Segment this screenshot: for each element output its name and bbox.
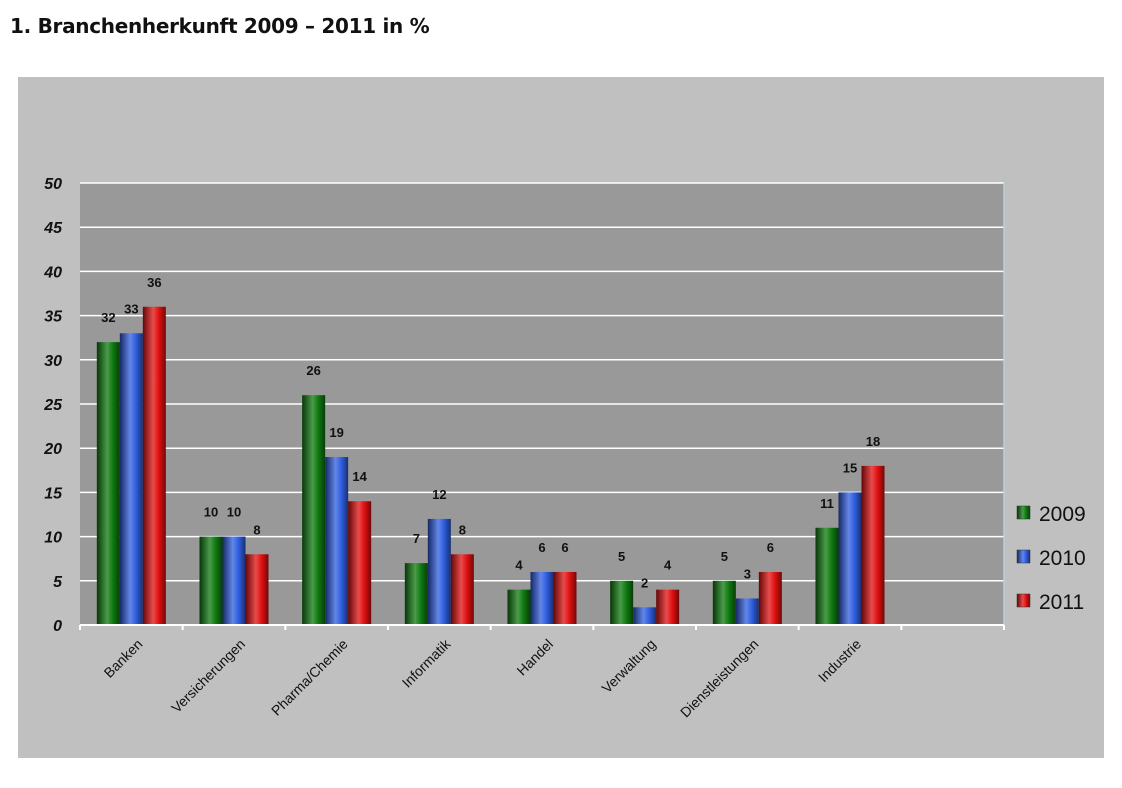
legend-label: 2010 xyxy=(1039,547,1086,570)
x-tick-label: Informatik xyxy=(399,635,454,690)
data-label: 6 xyxy=(561,540,568,555)
bar xyxy=(325,457,349,625)
x-tick-label: Banken xyxy=(101,636,146,681)
data-label: 26 xyxy=(306,363,320,378)
bar xyxy=(507,589,531,625)
y-tick-label: 50 xyxy=(44,176,62,193)
legend-swatch xyxy=(1016,549,1031,564)
data-label: 2 xyxy=(641,575,648,590)
page-title: 1. Branchenherkunft 2009 – 2011 in % xyxy=(10,14,430,38)
y-tick-label: 40 xyxy=(43,264,62,281)
bar xyxy=(427,518,451,625)
bar xyxy=(96,342,120,625)
data-label: 5 xyxy=(618,549,625,564)
bar xyxy=(142,306,166,625)
legend-label: 2011 xyxy=(1039,591,1084,614)
data-label: 33 xyxy=(124,301,138,316)
data-label: 6 xyxy=(538,540,545,555)
bar xyxy=(222,536,246,625)
y-tick-label: 0 xyxy=(53,618,62,635)
bar xyxy=(610,580,634,625)
y-tick-label: 35 xyxy=(44,309,63,326)
bar xyxy=(404,563,428,625)
bar xyxy=(199,536,223,625)
bar xyxy=(838,492,862,625)
x-tick-label: Industrie xyxy=(815,636,864,685)
bar xyxy=(735,598,759,625)
bar xyxy=(450,554,474,625)
bar xyxy=(348,501,372,625)
bar xyxy=(553,571,577,625)
data-label: 36 xyxy=(147,275,161,290)
y-tick-label: 10 xyxy=(44,530,62,547)
y-tick-label: 25 xyxy=(43,397,63,414)
x-tick-label: Pharma/Chemie xyxy=(268,636,351,719)
bar xyxy=(633,607,657,625)
data-label: 8 xyxy=(253,522,260,537)
x-tick-label: Handel xyxy=(513,636,556,679)
data-label: 32 xyxy=(101,310,115,325)
y-tick-label: 30 xyxy=(44,353,62,370)
x-tick-label: Dienstleistungen xyxy=(677,636,762,721)
y-tick-label: 5 xyxy=(53,574,63,591)
data-label: 10 xyxy=(227,505,241,520)
bar xyxy=(712,580,736,625)
y-tick-label: 20 xyxy=(43,441,62,458)
data-label: 19 xyxy=(329,425,343,440)
y-tick-label: 45 xyxy=(43,220,63,237)
data-label: 14 xyxy=(352,469,367,484)
x-tick-label: Versicherungen xyxy=(168,636,248,716)
legend-label: 2009 xyxy=(1039,503,1086,526)
bar xyxy=(302,395,326,625)
data-label: 3 xyxy=(744,566,751,581)
bar xyxy=(530,571,554,625)
x-tick-label: Verwaltung xyxy=(598,636,658,696)
data-label: 12 xyxy=(432,487,446,502)
bar xyxy=(245,554,269,625)
bar xyxy=(119,333,143,625)
data-label: 6 xyxy=(767,540,774,555)
bar xyxy=(861,465,885,625)
data-label: 15 xyxy=(843,460,857,475)
bar xyxy=(656,589,680,625)
data-label: 18 xyxy=(866,434,880,449)
data-label: 10 xyxy=(204,505,218,520)
bar xyxy=(815,527,839,625)
data-label: 5 xyxy=(721,549,728,564)
bar xyxy=(758,571,782,625)
data-label: 4 xyxy=(664,558,672,573)
data-label: 8 xyxy=(459,522,466,537)
data-label: 4 xyxy=(515,558,523,573)
data-label: 11 xyxy=(820,496,834,511)
data-label: 7 xyxy=(413,531,420,546)
legend-swatch xyxy=(1016,593,1031,608)
legend-swatch xyxy=(1016,505,1031,520)
y-tick-label: 15 xyxy=(44,485,63,502)
